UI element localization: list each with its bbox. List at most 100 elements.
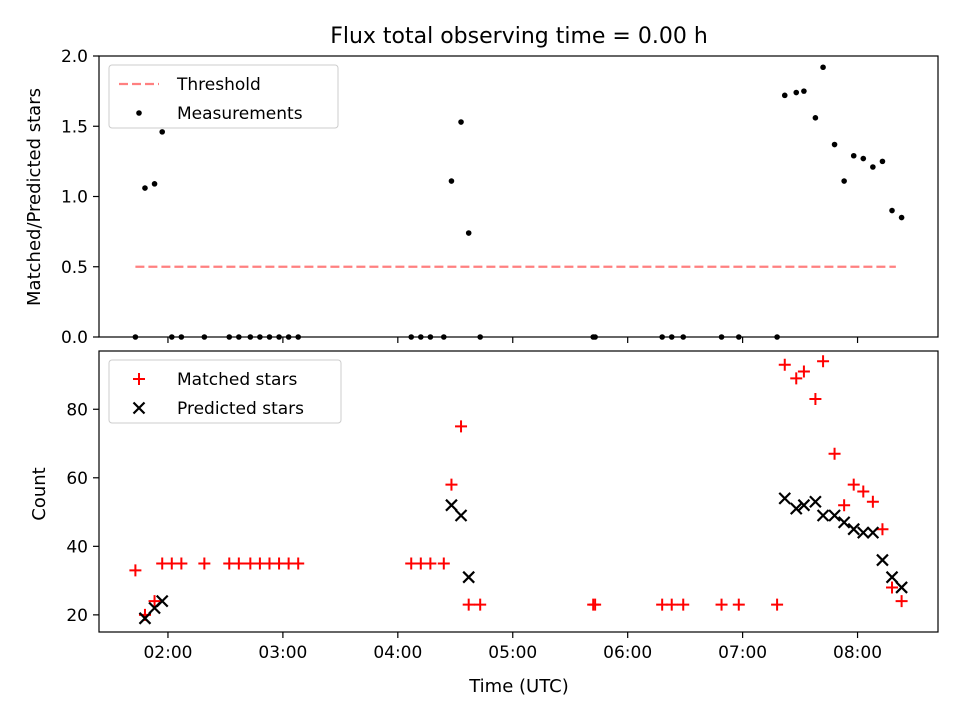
top-measurements-point xyxy=(659,334,665,340)
bottom-matched-stars-point xyxy=(677,598,690,611)
top-ylabel: Matched/Predicted stars xyxy=(24,88,45,306)
bottom-matched-stars-point xyxy=(797,365,810,378)
bottom-predicted-stars-point xyxy=(885,570,899,584)
bottom-predicted-stars-point xyxy=(816,509,830,522)
top-measurements-point xyxy=(440,334,447,340)
top-measurements-point xyxy=(132,334,139,340)
top-measurements-point xyxy=(142,185,148,191)
bottom-xtick-label: 04:00 xyxy=(373,643,422,663)
top-measurements-point xyxy=(408,334,415,340)
bottom-matched-stars-point xyxy=(462,598,475,611)
bottom-predicted-stars-point xyxy=(454,509,468,522)
top-measurements-point xyxy=(781,92,788,99)
bottom-predicted-stars-point xyxy=(809,495,822,509)
bottom-xtick-label: 02:00 xyxy=(143,643,192,663)
bottom-xtick-label: 06:00 xyxy=(603,643,652,663)
top-measurements-point xyxy=(898,214,905,221)
top-measurements-point xyxy=(247,334,254,340)
top-measurements-point xyxy=(168,334,175,340)
bottom-matched-stars-point xyxy=(715,598,728,611)
top-measurements-point xyxy=(820,64,826,71)
top-ytick-label: 0.5 xyxy=(61,258,88,278)
bottom-matched-stars-point xyxy=(148,595,161,608)
top-measurements-point xyxy=(870,164,876,170)
top-measurements-point xyxy=(850,152,857,159)
top-ytick-label: 1.0 xyxy=(61,188,88,208)
bottom-matched-stars-point xyxy=(665,598,678,611)
top-measurements-point xyxy=(841,178,847,184)
top-measurements-point xyxy=(889,207,895,214)
bottom-ytick-label: 40 xyxy=(66,537,88,557)
top-measurements-point xyxy=(427,334,434,340)
bottom-predicted-stars-point xyxy=(797,498,811,512)
bottom-matched-stars-point xyxy=(838,499,851,512)
top-measurements-point xyxy=(295,334,302,340)
bottom-matched-stars-point xyxy=(809,392,822,405)
bottom-ytick-label: 20 xyxy=(66,606,88,626)
bottom-ylabel: Count xyxy=(29,467,50,520)
bottom-matched-stars-point xyxy=(198,557,211,570)
bottom-matched-stars-point xyxy=(771,598,784,611)
bottom-predicted-stars-point xyxy=(138,612,152,625)
bottom-matched-stars-point xyxy=(866,495,879,508)
bottom-axes-frame xyxy=(98,350,939,633)
bottom-predicted-stars-point xyxy=(876,553,889,567)
bottom-legend-label-predicted-stars: Predicted stars xyxy=(177,399,304,419)
bottom-xtick-label: 05:00 xyxy=(488,643,537,663)
top-measurements-point xyxy=(735,334,742,340)
top-ytick-label: 2.0 xyxy=(61,47,88,67)
top-legend-box xyxy=(108,64,339,129)
bottom-matched-stars-point xyxy=(437,557,450,570)
top-measurements-point xyxy=(201,334,208,340)
bottom-matched-stars-point xyxy=(129,564,142,577)
top-measurements-point xyxy=(465,230,472,236)
bottom-predicted-stars-point xyxy=(895,581,908,594)
bottom-matched-stars-point xyxy=(445,478,458,491)
bottom-predicted-stars-point xyxy=(445,498,458,512)
bottom-xtick-label: 08:00 xyxy=(833,643,882,663)
bottom-predicted-stars-point xyxy=(837,516,851,529)
bottom-xlabel: Time (UTC) xyxy=(468,676,569,697)
bottom-legend-handle-predicted-stars xyxy=(132,401,146,415)
bottom-matched-stars-point xyxy=(790,372,803,385)
top-measurements-point xyxy=(793,89,800,96)
bottom-matched-stars-point xyxy=(232,557,245,570)
bottom-predicted-stars-point xyxy=(847,522,860,536)
top-measurements-point xyxy=(418,334,424,340)
bottom-matched-stars-point xyxy=(455,420,468,433)
top-measurements-point xyxy=(285,334,292,340)
bottom-matched-stars-point xyxy=(847,478,860,491)
bottom-matched-stars-point xyxy=(732,598,745,611)
bottom-predicted-stars-point xyxy=(866,526,880,539)
top-panel: Matched/Predicted stars 0.0 0.5 1.0 1.5 2.0 T… xyxy=(24,47,939,348)
top-measurements-point xyxy=(236,334,242,340)
bottom-matched-stars-point xyxy=(778,358,791,371)
bottom-legend-handle-matched-stars xyxy=(133,373,145,385)
bottom-matched-stars-point xyxy=(424,557,437,570)
top-measurements-point xyxy=(448,178,455,184)
bottom-matched-stars-point xyxy=(292,557,305,570)
bottom-predicted-stars-point xyxy=(857,526,870,539)
bottom-predicted-stars-point xyxy=(789,502,803,515)
bottom-legend-label-matched-stars: Matched stars xyxy=(177,370,297,390)
bottom-predicted-stars-point xyxy=(462,570,475,584)
top-measurements-point xyxy=(151,181,158,187)
top-measurements-point xyxy=(812,115,819,121)
bottom-matched-stars-point xyxy=(828,447,841,460)
bottom-ytick-label: 80 xyxy=(66,400,88,420)
top-measurements-point xyxy=(458,119,464,125)
top-ytick-label: 1.5 xyxy=(61,117,88,137)
bottom-matched-stars-point xyxy=(886,581,899,594)
bottom-xtick-label: 03:00 xyxy=(258,643,307,663)
top-measurements-point xyxy=(266,334,273,340)
bottom-predicted-stars-point xyxy=(778,492,792,505)
top-measurements-point xyxy=(860,155,867,162)
top-measurements-point xyxy=(774,334,780,340)
top-legend-label-threshold: Threshold xyxy=(176,75,261,95)
top-measurements-point xyxy=(801,88,807,94)
top-measurements-point xyxy=(680,334,687,340)
top-measurements-point xyxy=(592,334,598,340)
bottom-predicted-stars-point xyxy=(155,594,169,608)
top-measurements-point xyxy=(831,141,838,148)
